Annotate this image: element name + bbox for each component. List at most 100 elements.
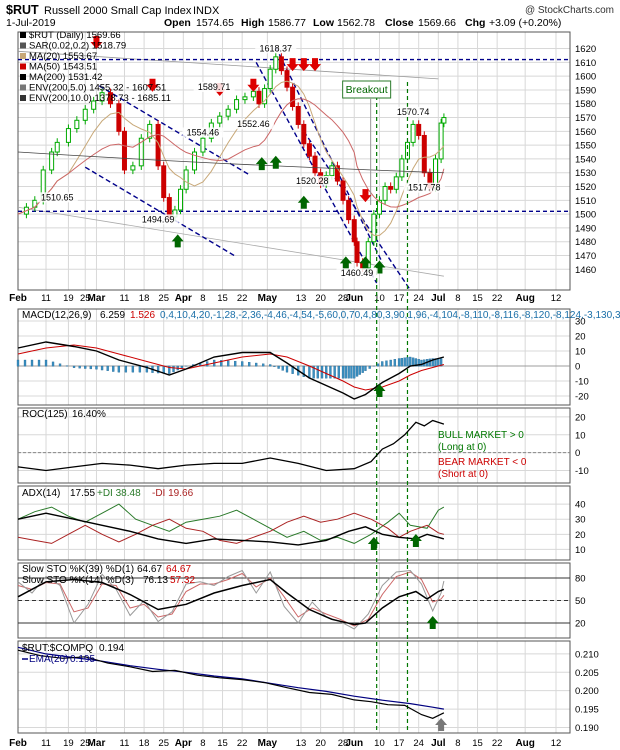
- x-tick-label: 11: [41, 738, 51, 749]
- legend-swatch: [20, 32, 26, 38]
- low-value: 1562.78: [337, 17, 375, 29]
- macd-histogram-bar: [431, 358, 434, 367]
- y-tick-label: 0.195: [575, 705, 599, 716]
- legend-entry: $RUT (Daily) 1569.66: [29, 30, 121, 41]
- stoch-k2-value: 76.13: [143, 575, 168, 586]
- candle-body: [183, 169, 189, 190]
- candle-body: [399, 158, 405, 178]
- legend-swatch: [20, 74, 26, 80]
- green-up-arrow: [339, 256, 352, 270]
- candle-body: [410, 123, 416, 143]
- stoch-label-1: Slow STO %K(39) %D(1): [22, 564, 134, 575]
- green-up-arrow: [409, 534, 422, 547]
- candle-body: [200, 137, 206, 153]
- y-tick-label: 20: [575, 619, 586, 630]
- macd-histogram-bar: [381, 361, 384, 367]
- macd-histogram-bar: [78, 365, 81, 369]
- price-label: 1520.28: [296, 176, 329, 186]
- macd-histogram-bar: [100, 365, 104, 371]
- x-tick-label: 10: [374, 293, 385, 304]
- ratio-ema-line: [17, 646, 445, 710]
- macd-histogram-bar: [393, 359, 397, 367]
- green-up-arrow: [367, 537, 380, 550]
- macd-line: [17, 341, 445, 400]
- macd-histogram-bar: [341, 365, 345, 379]
- candle-body: [74, 119, 80, 130]
- macd-histogram-bar: [329, 365, 332, 379]
- y-tick-label: 1620: [575, 44, 596, 55]
- legend-swatch: [20, 95, 26, 101]
- y-tick-label: 20: [575, 412, 586, 423]
- candle-body: [242, 96, 248, 101]
- y-tick-label: 1560: [575, 127, 596, 138]
- trend-line: [84, 166, 237, 258]
- macd-histogram-bar: [417, 359, 420, 367]
- adx-value: 17.55: [70, 488, 95, 499]
- y-tick-label: 10: [575, 545, 586, 556]
- bear-market-subtext: (Short at 0): [438, 469, 488, 480]
- trend-line: [98, 85, 251, 177]
- y-tick-label: -10: [575, 466, 589, 477]
- macd-histogram-bar: [277, 365, 280, 369]
- stoch-d-line: [17, 571, 445, 627]
- macd-histogram-bar: [219, 360, 223, 367]
- breakout-label: Breakout: [346, 84, 388, 96]
- candle-body: [441, 117, 447, 124]
- candle-body: [65, 128, 71, 143]
- x-tick-label: 18: [139, 293, 150, 304]
- y-tick-label: 10: [575, 430, 586, 441]
- macd-histogram-bar: [428, 358, 432, 367]
- macd-histogram-bar: [51, 361, 55, 367]
- x-tick-label: 15: [217, 738, 228, 749]
- macd-histogram-bar: [58, 363, 62, 367]
- macd-histogram-bar: [95, 365, 98, 370]
- x-tick-label: 24: [413, 738, 424, 749]
- breakout-box: [342, 80, 392, 99]
- y-tick-label: 0.200: [575, 686, 599, 697]
- macd-histogram-bar: [316, 365, 319, 379]
- y-tick-label: 1590: [575, 85, 596, 96]
- envelope-upper-line: [17, 50, 439, 80]
- macd-histogram-bar: [156, 365, 160, 374]
- candle-body: [262, 88, 268, 105]
- candle-body: [284, 70, 290, 88]
- macd-histogram-bar: [358, 365, 361, 375]
- candle-body: [376, 199, 382, 215]
- x-tick-label: 22: [492, 738, 503, 749]
- chart-exchange: INDX: [193, 5, 220, 17]
- macd-histogram-bar: [241, 361, 244, 367]
- macd-histogram-bar: [420, 359, 423, 367]
- red-down-arrow: [309, 58, 322, 72]
- legend-swatch: [20, 63, 26, 70]
- price-label-bg: [392, 106, 434, 117]
- macd-histogram-bar: [131, 365, 135, 373]
- legend-entry: SAR(0.02,0.2) 1518.79: [29, 41, 126, 52]
- y-tick-label: 1540: [575, 154, 596, 165]
- price-label-bg: [403, 182, 445, 193]
- price-label-bg: [291, 175, 333, 186]
- candle-body: [116, 103, 122, 132]
- y-tick-label: 1510: [575, 196, 596, 207]
- open-label: Open: [164, 17, 191, 29]
- macd-histogram-bar: [30, 359, 34, 367]
- x-tick-label: 12: [551, 293, 562, 304]
- green-up-arrow: [171, 234, 184, 248]
- x-tick-label: Jun: [345, 293, 363, 304]
- bull-market-subtext: (Long at 0): [438, 442, 486, 453]
- x-tick-label: Apr: [175, 293, 192, 304]
- macd-histogram-bar: [138, 365, 142, 373]
- y-tick-label: 20: [575, 530, 586, 541]
- macd-histogram-bar: [44, 359, 48, 367]
- x-tick-label: 8: [455, 738, 460, 749]
- x-tick-label: Jul: [431, 738, 446, 749]
- macd-histogram-bar: [23, 359, 27, 367]
- chart-date: 1-Jul-2019: [6, 17, 56, 29]
- macd-histogram-bar: [84, 365, 87, 369]
- price-label-bg: [255, 43, 297, 54]
- x-tick-label: 13: [296, 293, 307, 304]
- macd-histogram-bar: [312, 365, 315, 379]
- candle-body: [82, 108, 88, 121]
- y-tick-label: 1470: [575, 251, 596, 262]
- x-tick-label: 24: [413, 293, 424, 304]
- chg-label: Chg: [465, 17, 485, 29]
